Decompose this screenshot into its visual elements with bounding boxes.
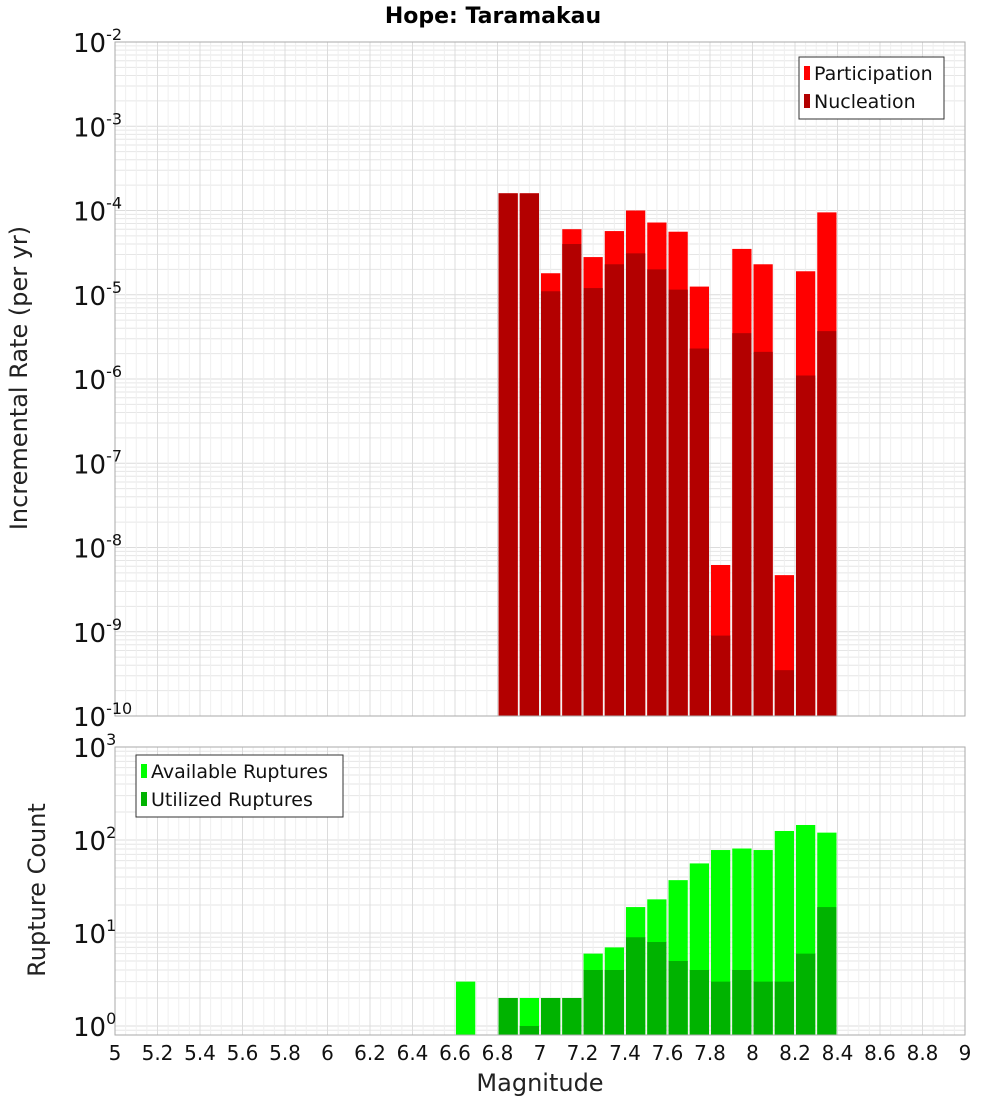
nucleation-bar [541,291,561,716]
bottom-y-axis-label: Rupture Count [23,803,51,977]
x-tick-label: 5.4 [184,1041,216,1065]
nucleation-bar [647,269,667,716]
plot-frame [114,746,966,1036]
x-tick-label: 8.4 [822,1041,854,1065]
available-ruptures-bar [519,997,539,1035]
x-axis-label: Magnitude [476,1069,603,1097]
nucleation-bar [817,331,837,716]
nucleation-bar [796,375,816,716]
x-tick-label: 6.6 [439,1041,471,1065]
nucleation-bar [711,635,731,716]
x-tick-label: 7.8 [694,1041,726,1065]
utilized-ruptures-bar [541,997,561,1035]
y-tick-label: 10-2 [73,25,122,59]
x-tick-label: 5.6 [227,1041,259,1065]
y-tick-label: 10-3 [73,109,122,143]
x-tick-label: 9 [959,1041,972,1065]
x-tick-label: 6 [321,1041,334,1065]
legend-swatch [804,94,810,108]
utilized-ruptures-bar [647,942,667,1035]
y-tick-label: 10-6 [73,362,122,396]
nucleation-bar [732,333,752,716]
x-tick-labels: 5 5.2 5.4 5.6 5.8 6 6.2 6.4 6.6 6.8 7 7.2 7.4 7.6 7.8 8… [109,1041,972,1065]
top-plot-area: 10-10 10-9 10-8 10-7 10-6 10-5 10-4 10-3 10-2 Par… [73,25,966,733]
legend-label: Participation [814,63,933,85]
x-tick-label: 7.2 [567,1041,599,1065]
nucleation-bar [689,348,709,716]
x-tick-label: 7.6 [652,1041,684,1065]
x-tick-label: 8.2 [779,1041,811,1065]
nucleation-bar [604,264,624,716]
legend-box [135,754,344,818]
nucleation-bar [753,351,773,716]
x-tick-label: 5 [109,1041,122,1065]
nucleation-bar [562,244,582,717]
y-tick-label: 101 [73,916,116,950]
y-tick-label: 103 [73,730,116,764]
y-tick-label: 100 [73,1009,116,1043]
x-tick-label: 7 [534,1041,547,1065]
legend-box [798,56,945,120]
y-tick-label: 10-7 [73,446,122,480]
y-tick-label: 10-8 [73,531,122,565]
utilized-ruptures-bar [498,997,518,1035]
x-tick-label: 5.2 [142,1041,174,1065]
utilized-ruptures-bar [732,969,752,1035]
utilized-ruptures-bar [711,981,731,1035]
utilized-ruptures-bar [583,969,603,1035]
x-tick-label: 8 [746,1041,759,1065]
utilized-ruptures-bar [774,981,794,1035]
x-tick-label: 5.8 [269,1041,301,1065]
legend-label: Utilized Ruptures [151,789,313,811]
nucleation-bar [583,288,603,716]
legend-swatch [141,792,147,806]
chart-title: Hope: Taramakau [385,4,601,29]
available-ruptures-bar [456,981,476,1035]
utilized-ruptures-bar [626,937,646,1035]
legend-swatch [804,66,810,80]
utilized-ruptures-bar [519,1025,539,1035]
x-tick-label: 7.4 [609,1041,641,1065]
x-tick-label: 6.2 [354,1041,386,1065]
utilized-ruptures-bar [689,969,709,1035]
utilized-ruptures-bar [562,997,582,1035]
nucleation-bar [626,253,646,716]
y-tick-label: 10-4 [73,194,122,228]
utilized-ruptures-bar [753,981,773,1035]
legend-label: Available Ruptures [151,761,328,783]
bottom-plot-area: 100 101 102 103 Available Ruptures Utilized R… [73,730,966,1043]
utilized-ruptures-bar [796,953,816,1035]
utilized-ruptures-bar [604,969,624,1035]
nucleation-bar [668,289,688,716]
utilized-ruptures-bar [668,960,688,1035]
utilized-ruptures-bar [817,907,837,1035]
x-tick-label: 8.6 [864,1041,896,1065]
y-tick-label: 102 [73,823,116,857]
nucleation-bar [519,193,539,717]
plot-frame [114,41,966,717]
x-tick-label: 6.4 [397,1041,429,1065]
legend-label: Nucleation [814,91,916,113]
nucleation-bar [774,670,794,716]
y-tick-label: 10-9 [73,615,122,649]
nucleation-bar [498,193,518,717]
top-y-axis-label: Incremental Rate (per yr) [5,226,33,530]
x-tick-label: 8.8 [907,1041,939,1065]
legend-swatch [141,764,147,778]
y-tick-label: 10-5 [73,278,122,312]
x-tick-label: 6.8 [482,1041,514,1065]
y-tick-label: 10-10 [73,699,132,733]
